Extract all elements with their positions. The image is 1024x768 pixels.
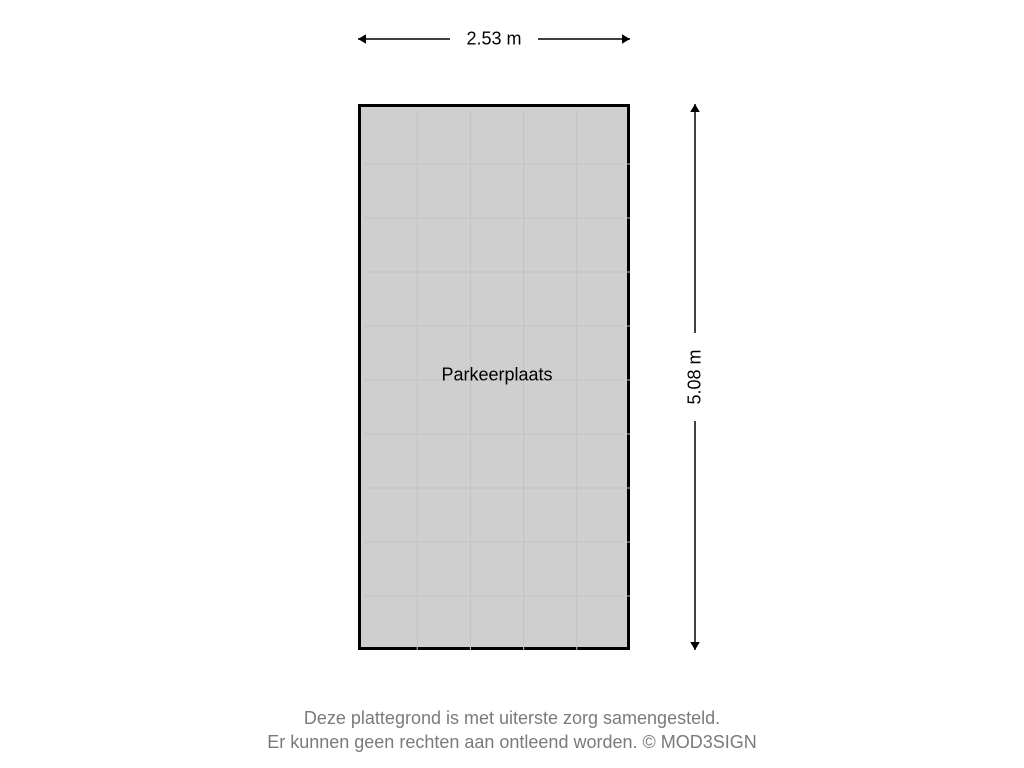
room-parkeerplaats: Parkeerplaats [358,104,630,650]
floorplan-stage: Parkeerplaats 2.53 m 5.08 m Deze platteg… [0,0,1024,768]
footer-line-1: Deze plattegrond is met uiterste zorg sa… [0,706,1024,730]
dimension-height-label: 5.08 m [685,349,706,404]
room-label: Parkeerplaats [441,364,552,385]
dimension-width-label: 2.53 m [466,29,521,50]
footer-disclaimer: Deze plattegrond is met uiterste zorg sa… [0,706,1024,755]
footer-line-2: Er kunnen geen rechten aan ontleend word… [0,730,1024,754]
